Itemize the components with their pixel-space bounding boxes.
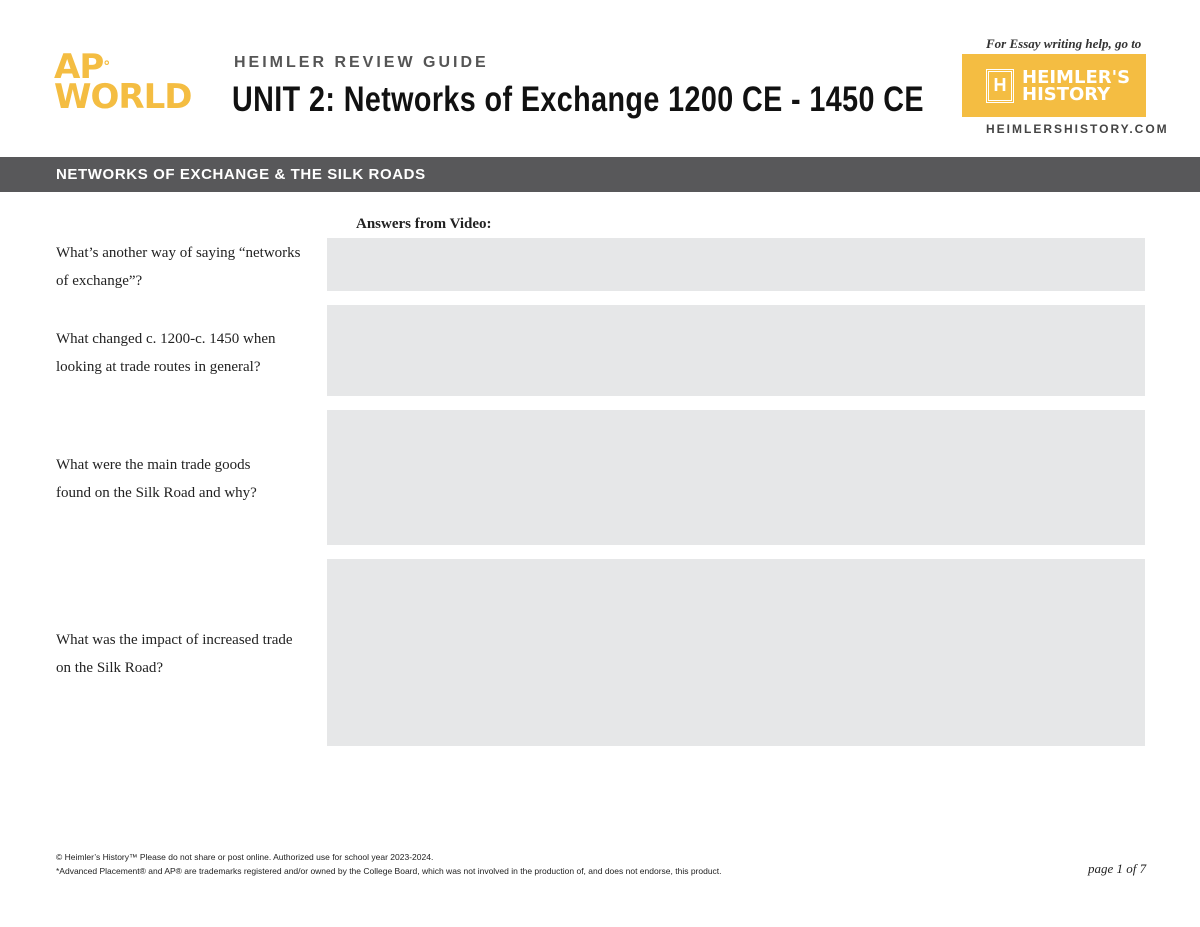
section-title: NETWORKS OF EXCHANGE & THE SILK ROADS	[0, 157, 1200, 192]
logo-line1: AP	[54, 47, 104, 87]
answer-box-3[interactable]	[327, 410, 1145, 545]
page-title: UNIT 2: Networks of Exchange 1200 CE - 1…	[232, 80, 924, 119]
ap-world-logo: AP° WORLD	[54, 47, 192, 117]
logo-line2: WORLD	[54, 77, 192, 117]
footer-trademark: *Advanced Placement® and AP® are tradema…	[56, 866, 722, 876]
guide-label: HEIMLER REVIEW GUIDE	[234, 54, 489, 71]
essay-note: For Essay writing help, go to	[986, 36, 1142, 51]
question-4: What was the impact of increased trade o…	[56, 632, 293, 676]
brand-line1: HEIMLER'S	[1022, 66, 1131, 88]
h-logo-icon: H	[986, 68, 1014, 103]
page-number: page 1 of 7	[1088, 861, 1147, 876]
site-link[interactable]: HEIMLERSHISTORY.COM	[986, 122, 1169, 136]
question-2: What changed c. 1200-c. 1450 when lookin…	[56, 331, 276, 375]
question-1: What’s another way of saying “networks o…	[56, 245, 301, 289]
answer-box-4[interactable]	[327, 559, 1145, 746]
answers-label: Answers from Video:	[356, 216, 492, 232]
heimlers-history-logo[interactable]: H HEIMLER'S HISTORY	[962, 54, 1146, 117]
answer-box-2[interactable]	[327, 305, 1145, 396]
footer-copyright: © Heimler’s History™ Please do not share…	[56, 852, 434, 862]
answer-box-1[interactable]	[327, 238, 1145, 291]
brand-line2: HISTORY	[1022, 83, 1111, 105]
question-3: What were the main trade goods found on …	[56, 457, 257, 501]
